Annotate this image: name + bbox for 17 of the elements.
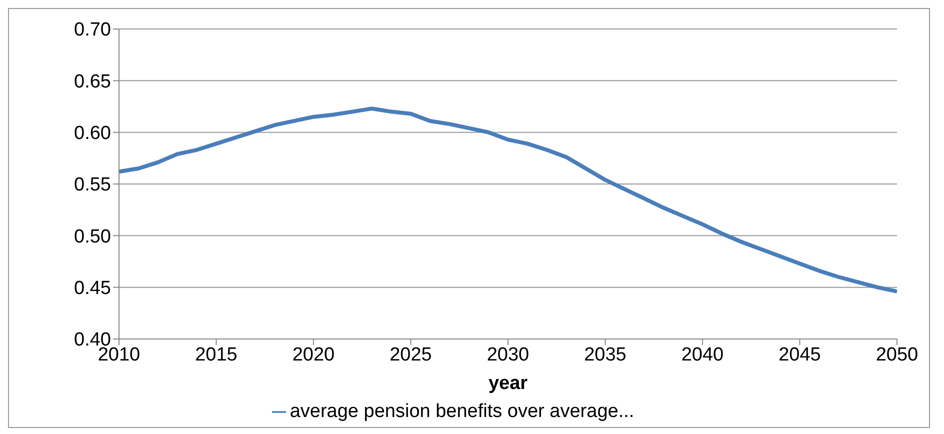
- x-tick-label: 2025: [390, 344, 432, 366]
- x-tick-label: 2020: [292, 344, 335, 366]
- x-tick-label: 2015: [195, 344, 238, 366]
- y-tick-label: 0.60: [74, 123, 111, 144]
- y-tick-label: 0.65: [74, 71, 111, 92]
- x-tick-label: 2045: [778, 344, 821, 366]
- y-tick-label: 0.55: [74, 174, 111, 196]
- line-series: [119, 106, 897, 294]
- x-axis-title: year: [488, 373, 528, 394]
- y-tick-label: 0.50: [74, 226, 111, 248]
- y-tick-label: 0.70: [74, 20, 111, 41]
- y-tick-label: 0.45: [74, 278, 111, 300]
- x-tick-label: 2035: [584, 344, 626, 366]
- x-tick-label: 2050: [876, 344, 918, 366]
- x-tick-label: 2040: [681, 344, 724, 366]
- legend-label: average pension benefits over average...: [290, 401, 634, 422]
- x-tick-label: 2030: [486, 344, 530, 366]
